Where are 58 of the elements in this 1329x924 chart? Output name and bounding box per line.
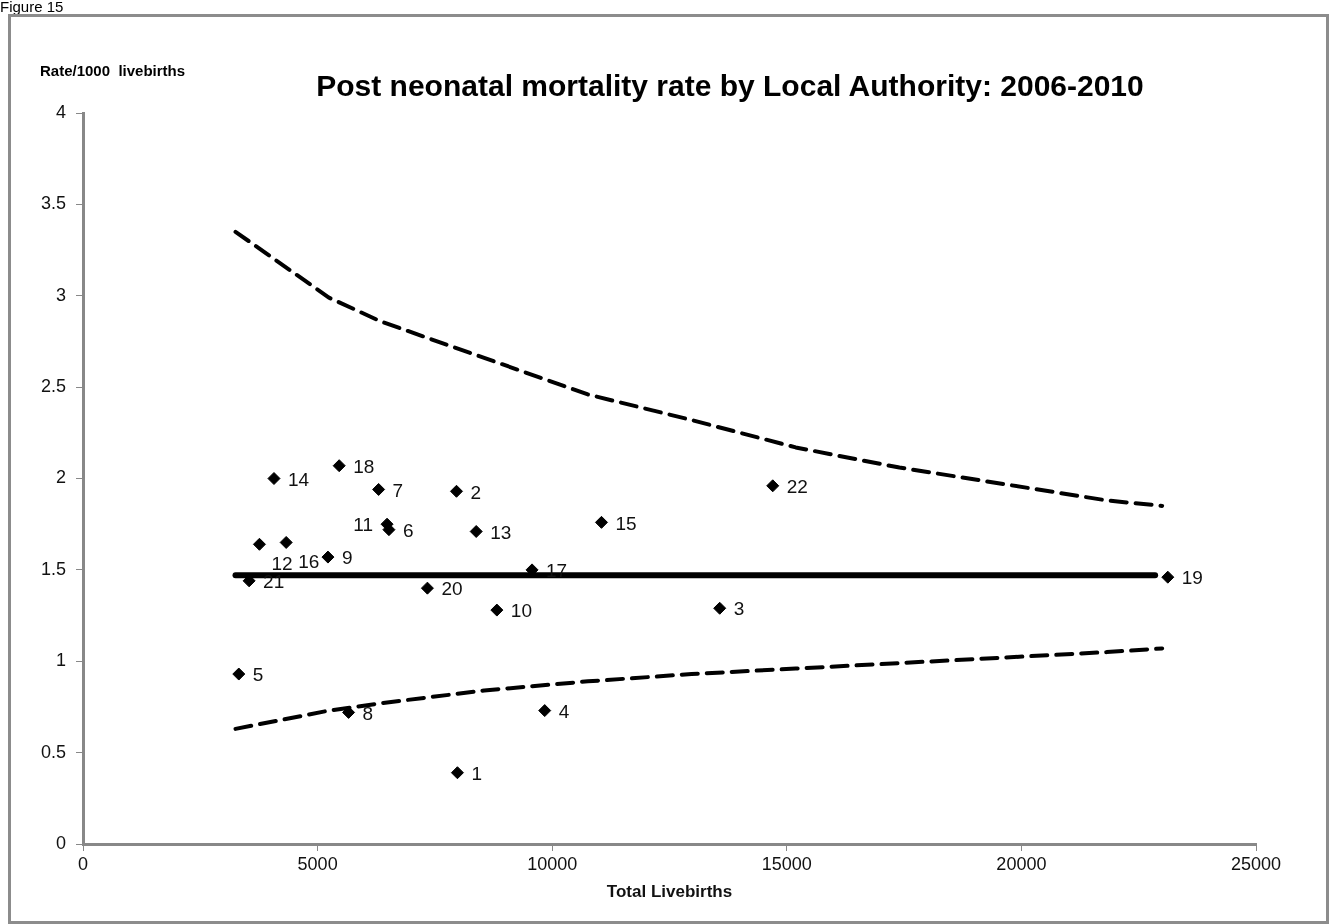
annotation: 14 bbox=[287, 468, 310, 490]
annotation: 9 bbox=[341, 547, 353, 569]
point bbox=[469, 525, 483, 538]
point bbox=[450, 766, 464, 780]
annotation: 13 bbox=[490, 521, 512, 543]
annotation: 5 bbox=[252, 664, 264, 686]
point bbox=[279, 535, 293, 549]
y-tick-label: 3 bbox=[56, 284, 67, 305]
annotation: 19 bbox=[1181, 567, 1203, 589]
y-tick-label: 2 bbox=[56, 467, 67, 488]
point bbox=[450, 484, 463, 498]
y-tick-label: 2.5 bbox=[40, 376, 67, 397]
annotation: 22 bbox=[786, 476, 808, 498]
annotation: 11 bbox=[353, 514, 374, 536]
x-tick-label: 5000 bbox=[297, 853, 338, 874]
annotation: 10 bbox=[510, 600, 532, 622]
point bbox=[267, 472, 281, 485]
point bbox=[538, 704, 552, 718]
point bbox=[321, 550, 335, 564]
y-tick-label: 3.5 bbox=[40, 193, 67, 214]
annotation: 4 bbox=[558, 700, 570, 722]
x-tick-label: 25000 bbox=[1230, 853, 1282, 874]
point bbox=[232, 667, 246, 681]
line-series bbox=[233, 229, 1165, 508]
annotation: 3 bbox=[733, 598, 745, 620]
annotation: 16 bbox=[298, 550, 320, 572]
point bbox=[594, 515, 608, 529]
point bbox=[420, 581, 434, 595]
caption: Figure 15 bbox=[0, 0, 64, 15]
annotation: 6 bbox=[402, 519, 414, 541]
point bbox=[332, 459, 346, 473]
x-tick-label: 15000 bbox=[761, 853, 812, 874]
x-tick-label: 10000 bbox=[527, 853, 578, 874]
y-tick-label: 0 bbox=[56, 832, 67, 853]
point bbox=[713, 601, 727, 615]
chart-title: Post neonatal mortality rate by Local Authority: 2006-2010 bbox=[315, 68, 1145, 104]
annotation: 8 bbox=[362, 702, 374, 724]
point bbox=[766, 479, 780, 493]
point bbox=[490, 603, 504, 617]
annotation: 20 bbox=[441, 578, 463, 600]
annotation: 1 bbox=[471, 762, 483, 784]
annotation: 2 bbox=[470, 481, 482, 503]
point bbox=[372, 482, 386, 496]
annotation: 7 bbox=[392, 479, 404, 501]
x-axis-title: Total Livebirths bbox=[606, 882, 733, 902]
y-tick-label: 0.5 bbox=[40, 741, 67, 762]
point bbox=[1161, 570, 1175, 584]
y-tick-label: 1 bbox=[56, 650, 67, 671]
y-tick-label: 1.5 bbox=[40, 558, 67, 579]
point bbox=[252, 537, 266, 551]
y-tick-label: 4 bbox=[56, 101, 67, 122]
annotation: 18 bbox=[353, 455, 375, 477]
x-tick-label: 0 bbox=[78, 853, 89, 874]
x-tick-label: 20000 bbox=[996, 853, 1047, 874]
line-series bbox=[233, 646, 1165, 731]
annotation: 15 bbox=[615, 512, 637, 534]
y-axis-title: Rate/1000 livebirths bbox=[40, 62, 186, 79]
annotation: 12 bbox=[271, 552, 293, 574]
